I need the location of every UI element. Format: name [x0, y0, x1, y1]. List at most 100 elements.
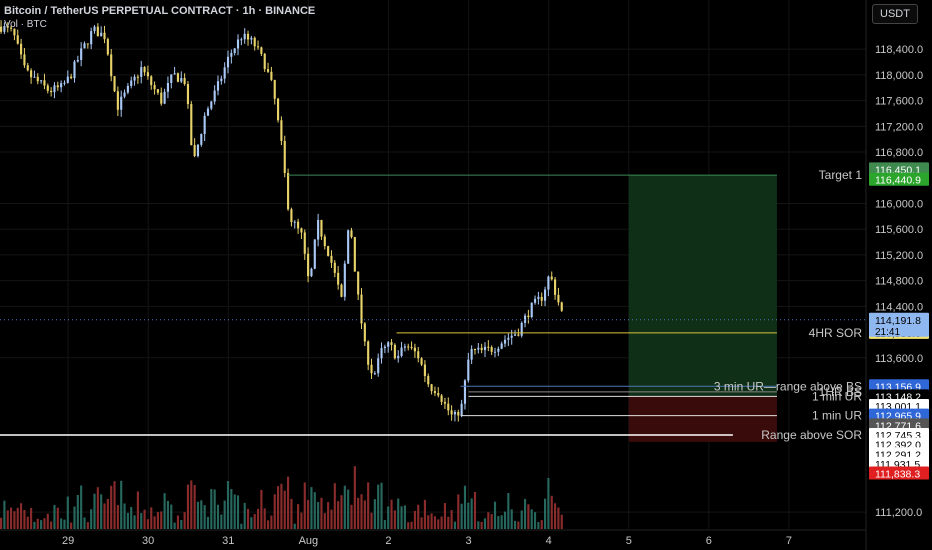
price-tick-label: 116,800.0	[875, 147, 923, 159]
candle-body	[483, 346, 487, 351]
candle-body	[337, 272, 340, 285]
candle-body	[290, 209, 293, 223]
volume-bar	[203, 505, 206, 529]
candle-body	[190, 104, 193, 146]
candle-body	[213, 90, 216, 102]
candle-body	[370, 364, 373, 374]
volume-bar	[397, 498, 400, 529]
volume-bar	[153, 516, 156, 529]
candle-body	[113, 76, 116, 92]
time-tick-label: 29	[62, 535, 74, 547]
volume-bar	[73, 506, 76, 529]
volume-bar	[246, 508, 250, 529]
volume-bar	[483, 518, 487, 529]
candle-body	[96, 26, 99, 37]
candle-body	[100, 32, 103, 37]
volume-bar	[160, 511, 163, 529]
candle-body	[30, 70, 33, 78]
volume-bar	[467, 502, 470, 529]
volume-bar	[440, 516, 443, 529]
candle-body	[33, 76, 36, 78]
candle-body	[410, 346, 413, 348]
volume-bar	[540, 520, 543, 529]
candle-body	[270, 71, 273, 80]
volume-bar	[340, 495, 343, 529]
candle-body	[400, 347, 403, 356]
volume-bar	[387, 506, 390, 529]
candle-body	[550, 276, 553, 280]
volume-bar	[253, 514, 256, 529]
volume-bar	[370, 512, 373, 529]
volume-bar	[503, 511, 507, 529]
candle-body	[347, 230, 350, 264]
time-tick-label: 5	[626, 535, 632, 547]
currency-button[interactable]: USDT	[872, 4, 918, 24]
candle-body	[377, 358, 380, 374]
price-tick-label: 118,400.0	[875, 44, 923, 56]
symbol-title[interactable]: Bitcoin / TetherUS PERPETUAL CONTRACT · …	[4, 5, 316, 17]
volume-bar	[236, 495, 240, 529]
candle-body	[280, 120, 283, 141]
candle-body	[120, 96, 123, 110]
candle-body	[430, 384, 433, 392]
candle-body	[43, 80, 46, 86]
candle-body	[463, 380, 467, 404]
volume-bar	[196, 501, 200, 529]
volume-bar	[350, 504, 353, 529]
candle-body	[433, 391, 436, 394]
time-axis: 29 30 31 Aug 2 3 4 5 6 7	[0, 529, 866, 547]
candle-body	[243, 33, 246, 40]
volume-bar	[63, 519, 66, 529]
volume-bar	[46, 513, 49, 529]
price-badge-label: 116,440.9	[875, 175, 921, 187]
candle-body	[467, 359, 470, 381]
volume-bar	[373, 499, 376, 529]
volume-bar	[557, 507, 560, 529]
volume-bar	[146, 519, 149, 529]
volume-bar	[283, 490, 286, 529]
candle-body	[363, 323, 366, 342]
price-tick-label: 115,200.0	[875, 250, 923, 262]
volume-bar	[490, 514, 493, 529]
candle-body	[93, 26, 96, 32]
candle-body	[216, 81, 220, 91]
price-badge	[869, 172, 929, 186]
candle-body	[510, 335, 513, 338]
volume-bar	[166, 500, 170, 529]
candle-body	[417, 351, 420, 359]
candle-body	[180, 78, 183, 82]
volume-bar	[36, 518, 39, 529]
candle-body	[163, 91, 166, 104]
candle-body	[63, 82, 66, 84]
candle-body	[533, 298, 537, 303]
volume-bar	[390, 499, 393, 529]
candle-body	[393, 344, 396, 359]
candle-body	[126, 85, 129, 93]
volume-bar	[297, 504, 300, 529]
volume-bar	[554, 503, 557, 529]
candle-body	[106, 39, 109, 55]
volume-bar	[560, 514, 563, 529]
volume-bar	[377, 484, 380, 529]
volume-bar	[480, 521, 483, 529]
candle-body	[293, 221, 296, 223]
candle-body	[307, 253, 310, 277]
level-label: 4HR SOR	[809, 326, 863, 340]
candle-body	[480, 347, 483, 351]
volume-bar	[463, 485, 467, 529]
candle-body	[263, 53, 266, 70]
time-tick-label: 4	[546, 535, 552, 547]
candle-body	[20, 43, 23, 55]
volume-bar	[343, 485, 346, 529]
volume-bar	[507, 493, 510, 529]
candle-body	[206, 108, 210, 116]
volume-bar	[30, 507, 33, 529]
candle-body	[210, 101, 213, 109]
volume-bar	[353, 466, 356, 529]
volume-bar	[363, 500, 366, 529]
candle-body	[560, 302, 563, 311]
candle-body	[537, 296, 540, 299]
candle-body	[443, 401, 447, 404]
volume-bar	[410, 521, 413, 529]
